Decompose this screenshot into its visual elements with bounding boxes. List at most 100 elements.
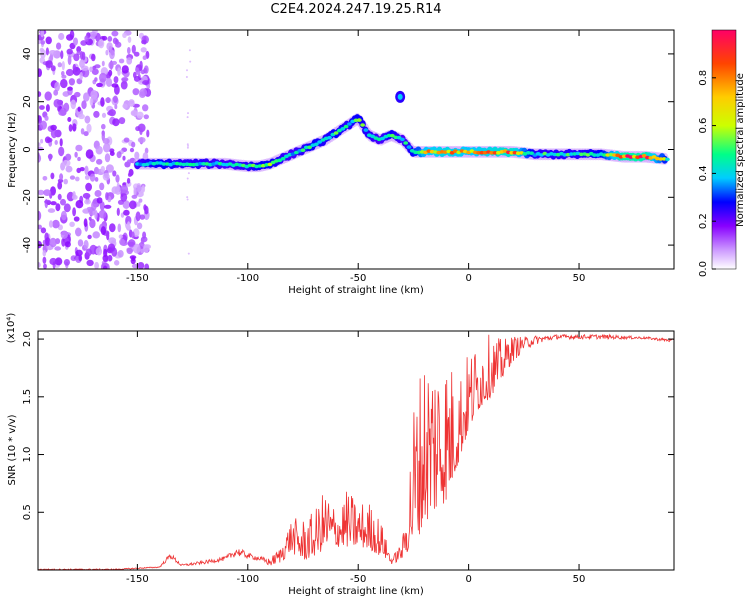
colorbar-tick-label: 0.2 [698,213,709,229]
noise-speckle [112,118,120,127]
y-tick-label: -20 [22,189,33,205]
ridge-core [327,135,332,140]
noise-speckle [101,112,107,118]
colorbar-tick-label: 0.6 [698,118,709,134]
noise-speckle [142,55,147,60]
noise-speckle [137,262,145,269]
noise-speckle [95,145,103,155]
noise-speckle [40,40,46,45]
noise-speckle [60,78,68,89]
noise-speckle [67,86,73,91]
ridge-core [492,151,498,155]
noise-speckle [119,238,126,246]
noise-speckle [38,142,41,147]
noise-speckle [65,165,73,173]
noise-speckle [122,200,130,209]
noise-speckle [59,173,64,181]
ridge-core [300,148,306,152]
spectrogram-x-axis: -150 -100 -50 0 50 [126,30,585,284]
x-tick-label: 50 [573,273,586,284]
noise-speckle [142,80,150,86]
noise-speckle [45,237,51,247]
noise-speckle [86,259,94,267]
noise-speckle [50,172,55,180]
noise-speckle [79,51,84,60]
noise-speckle [84,115,91,124]
spectrogram-x-label: Height of straight line (km) [288,285,424,296]
noise-speckle [188,49,191,52]
noise-speckle [92,231,100,239]
noise-speckle [89,218,96,229]
noise-speckle [69,221,75,227]
noise-speckle [111,83,119,88]
noise-speckle [134,151,140,160]
spectrogram-y-label: Frequency (Hz) [7,112,18,188]
noise-speckle [187,112,189,115]
ridge-core [370,134,375,139]
noise-speckle [95,247,103,256]
noise-speckle [100,97,105,107]
noise-speckle [127,239,136,248]
ridge-core [400,137,405,142]
noise-speckle [38,189,45,196]
snr-panel: -150 -100 -50 0 50 0.5 1.0 1.5 2.0 Height of st… [6,313,675,597]
x-tick-label: -100 [236,574,259,585]
noise-speckle [126,57,133,65]
noise-speckle [121,65,129,74]
noise-speckle [136,222,143,230]
noise-speckle [185,76,188,78]
ridge-core [390,133,395,138]
noise-speckle [68,124,73,132]
noise-speckle [93,110,100,118]
noise-speckle [38,91,42,97]
noise-speckle [186,177,189,180]
noise-speckle [140,47,147,53]
noise-speckle [132,243,141,254]
noise-speckle [50,128,58,139]
spectrogram-marks [38,30,670,269]
noise-speckle [57,62,62,68]
noise-speckle [72,123,77,132]
noise-speckle [132,88,140,96]
noise-speckle [72,191,76,199]
noise-speckle [61,60,65,71]
noise-speckle [107,111,114,116]
noise-speckle [69,30,75,40]
noise-speckle [80,128,85,135]
noise-speckle [91,68,99,75]
noise-speckle [118,234,123,239]
noise-speckle [60,198,66,206]
noise-speckle [112,95,118,103]
noise-speckle [67,117,72,122]
noise-speckle [80,40,88,46]
noise-speckle [91,53,96,62]
noise-speckle [73,37,78,46]
noise-speckle [133,186,137,197]
noise-speckle [109,223,116,233]
colorbar-tick-label: 0.8 [698,70,709,86]
noise-speckle [118,117,126,125]
noise-speckle [139,127,143,135]
noise-speckle [60,50,64,60]
ridge-core [333,131,339,135]
noise-speckle [99,72,107,83]
x-tick-label: 50 [573,574,586,585]
noise-speckle [63,203,71,213]
noise-speckle [101,123,106,130]
y-tick-label: -40 [22,237,33,253]
noise-speckle [118,58,125,64]
ridge-core [307,145,312,150]
ridge-core [154,161,160,165]
noise-speckle [146,129,150,138]
noise-speckle [186,143,189,146]
noise-speckle [50,124,57,131]
colorbar-gradient [711,29,737,270]
noise-speckle [74,91,81,98]
noise-speckle [48,50,57,55]
noise-speckle [139,88,148,97]
noise-speckle [120,184,129,194]
noise-speckle [120,80,128,90]
ridge-core [360,123,365,127]
noise-speckle [103,265,108,269]
noise-speckle [141,185,146,193]
